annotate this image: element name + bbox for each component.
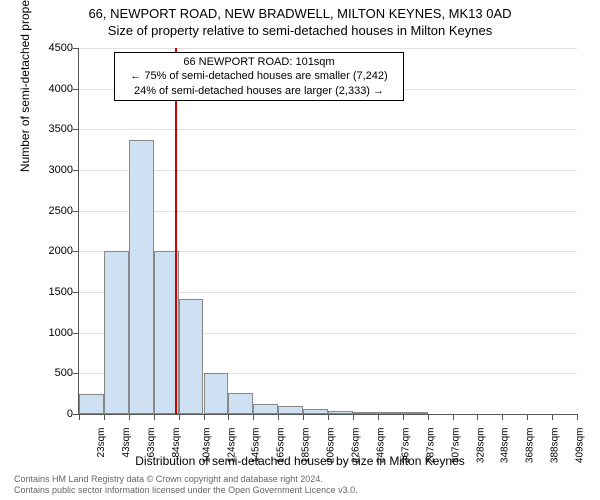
x-tick — [104, 414, 105, 420]
y-tick-label: 1500 — [49, 286, 73, 298]
y-tick — [73, 251, 79, 252]
y-tick — [73, 373, 79, 374]
x-tick — [179, 414, 180, 420]
grid-line — [79, 170, 577, 171]
histogram-bar — [179, 299, 204, 414]
y-tick-label: 3000 — [49, 164, 73, 176]
y-tick-label: 2500 — [49, 205, 73, 217]
y-tick — [73, 129, 79, 130]
x-tick — [577, 414, 578, 420]
x-tick-label: 84sqm — [171, 428, 182, 458]
y-tick — [73, 48, 79, 49]
x-tick — [328, 414, 329, 420]
y-tick-label: 3500 — [49, 123, 73, 135]
x-tick — [453, 414, 454, 420]
histogram-bar — [403, 412, 428, 414]
footer-text: Contains HM Land Registry data © Crown c… — [14, 474, 358, 496]
histogram-bar — [253, 404, 278, 414]
histogram-bar — [278, 406, 303, 414]
histogram-bar — [79, 394, 104, 414]
histogram-bar — [129, 140, 154, 414]
x-tick — [228, 414, 229, 420]
histogram-bar — [303, 409, 328, 414]
y-tick-label: 4000 — [49, 83, 73, 95]
annotation-line-3: 24% of semi-detached houses are larger (… — [119, 84, 399, 98]
footer-line-1: Contains HM Land Registry data © Crown c… — [14, 474, 358, 485]
histogram-bar — [378, 412, 403, 414]
x-tick — [527, 414, 528, 420]
x-tick — [552, 414, 553, 420]
x-tick — [204, 414, 205, 420]
y-tick — [73, 292, 79, 293]
y-tick-label: 2000 — [49, 245, 73, 257]
annotation-line-2: ← 75% of semi-detached houses are smalle… — [119, 69, 399, 83]
x-tick — [154, 414, 155, 420]
grid-line — [79, 129, 577, 130]
plot-area: 05001000150020002500300035004000450023sq… — [78, 48, 577, 415]
histogram-bar — [204, 373, 229, 414]
annotation-line-1: 66 NEWPORT ROAD: 101sqm — [119, 55, 399, 69]
x-tick — [378, 414, 379, 420]
x-tick — [403, 414, 404, 420]
x-tick — [253, 414, 254, 420]
y-tick — [73, 89, 79, 90]
y-tick-label: 1000 — [49, 327, 73, 339]
x-tick — [502, 414, 503, 420]
x-tick — [79, 414, 80, 420]
chart-title: 66, NEWPORT ROAD, NEW BRADWELL, MILTON K… — [0, 0, 600, 21]
chart-container: 66, NEWPORT ROAD, NEW BRADWELL, MILTON K… — [0, 0, 600, 500]
y-tick — [73, 170, 79, 171]
x-tick — [303, 414, 304, 420]
x-tick-label: 23sqm — [96, 428, 107, 458]
footer-line-2: Contains public sector information licen… — [14, 485, 358, 496]
grid-line — [79, 48, 577, 49]
annotation-box: 66 NEWPORT ROAD: 101sqm ← 75% of semi-de… — [114, 52, 404, 101]
marker-line — [175, 48, 177, 414]
histogram-bar — [328, 411, 353, 414]
histogram-bar — [228, 393, 253, 414]
y-tick-label: 0 — [67, 408, 73, 420]
x-tick-label: 43sqm — [121, 428, 132, 458]
chart-subtitle: Size of property relative to semi-detach… — [0, 21, 600, 42]
x-axis-title: Distribution of semi-detached houses by … — [0, 454, 600, 468]
histogram-bar — [104, 251, 129, 414]
x-tick — [353, 414, 354, 420]
x-tick — [129, 414, 130, 420]
x-tick — [278, 414, 279, 420]
histogram-bar — [353, 412, 378, 414]
x-tick — [428, 414, 429, 420]
y-tick — [73, 211, 79, 212]
y-axis-title: Number of semi-detached properties — [18, 0, 32, 172]
y-tick-label: 500 — [55, 367, 73, 379]
x-tick — [477, 414, 478, 420]
x-tick-label: 63sqm — [146, 428, 157, 458]
y-tick-label: 4500 — [49, 42, 73, 54]
grid-line — [79, 211, 577, 212]
y-tick — [73, 333, 79, 334]
